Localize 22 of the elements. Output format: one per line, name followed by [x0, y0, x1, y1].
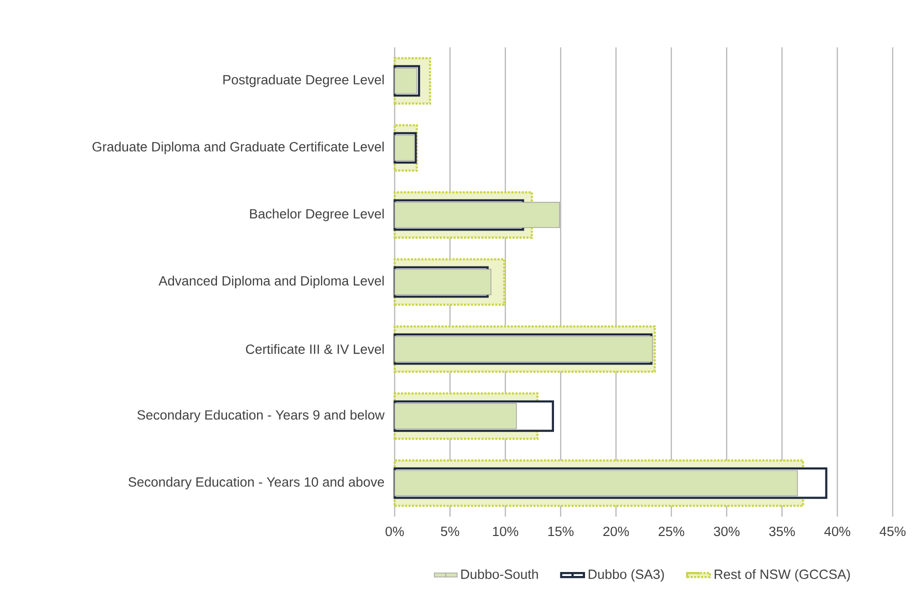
bar — [394, 403, 517, 430]
y-tick-label: Secondary Education - Years 10 and above — [128, 476, 384, 490]
bar — [394, 470, 798, 496]
y-tick-label: Bachelor Degree Level — [250, 208, 384, 222]
x-tick-label: 5% — [440, 526, 460, 536]
x-tick-label: 10% — [493, 526, 518, 536]
x-tick-label: 20% — [603, 526, 629, 536]
x-tick-label: 15% — [548, 526, 574, 536]
legend-label: Rest of NSW (GCCSA) — [714, 569, 850, 582]
x-tick-label: 40% — [824, 526, 850, 536]
x-tick-label: 25% — [658, 526, 684, 536]
y-tick-label: Graduate Diploma and Graduate Certificate Level — [92, 142, 384, 154]
legend-label: Dubbo-South — [461, 569, 538, 579]
legend-label: Dubbo (SA3) — [588, 569, 664, 582]
x-tick-label: 35% — [769, 526, 795, 536]
y-tick-label: Secondary Education - Years 9 and below — [137, 410, 385, 422]
x-tick-label: 0% — [386, 526, 404, 536]
y-tick-label: Certificate III & IV Level — [246, 344, 384, 354]
x-tick-label: 45% — [880, 526, 906, 536]
x-tick-label: 30% — [714, 526, 740, 536]
y-tick-label: Postgraduate Degree Level — [223, 74, 384, 88]
y-tick-label: Advanced Diploma and Diploma Level — [158, 276, 384, 288]
